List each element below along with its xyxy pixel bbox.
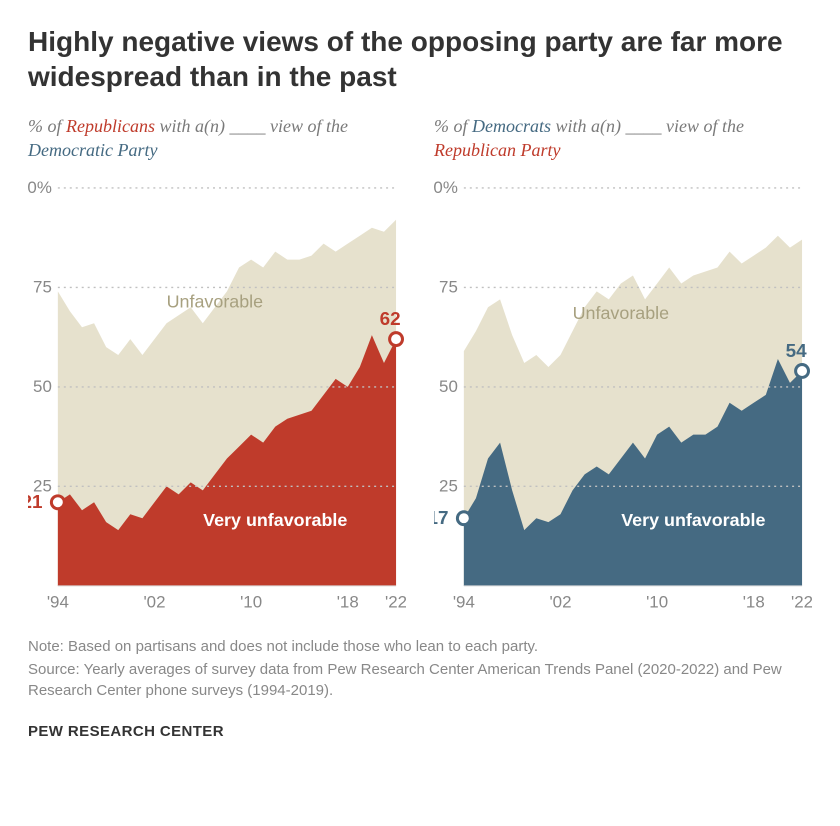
x-tick-label: '22	[385, 593, 406, 612]
x-tick-label: '94	[47, 593, 69, 612]
y-tick-label: 25	[439, 476, 458, 495]
marker-point	[51, 496, 64, 509]
x-tick-label: '10	[240, 593, 262, 612]
marker-point	[796, 365, 809, 378]
label-unfavorable: Unfavorable	[167, 291, 264, 311]
x-tick-label: '10	[646, 593, 668, 612]
x-tick-label: '02	[143, 593, 165, 612]
label-very-unfavorable: Very unfavorable	[203, 510, 347, 530]
marker-point	[457, 512, 470, 525]
x-tick-label: '22	[791, 593, 812, 612]
y-tick-label: 75	[439, 277, 458, 296]
panel-republicans: % of Republicans with a(n) ____ view of …	[28, 114, 406, 616]
chart-title: Highly negative views of the opposing pa…	[28, 24, 812, 94]
x-tick-label: '02	[549, 593, 571, 612]
y-tick-label: 50	[439, 377, 458, 396]
marker-label: 54	[786, 341, 807, 362]
y-tick-label: 75	[33, 277, 52, 296]
y-tick-label: 100%	[28, 178, 52, 197]
note-text: Note: Based on partisans and does not in…	[28, 636, 812, 657]
source-text: Source: Yearly averages of survey data f…	[28, 659, 812, 701]
x-tick-label: '18	[743, 593, 765, 612]
attribution-text: PEW RESEARCH CENTER	[28, 723, 812, 740]
label-very-unfavorable: Very unfavorable	[621, 510, 765, 530]
marker-label: 62	[380, 309, 401, 330]
marker-label: 17	[434, 508, 448, 529]
y-tick-label: 100%	[434, 178, 458, 197]
charts-row: % of Republicans with a(n) ____ view of …	[28, 114, 812, 616]
subtitle-rep: % of Republicans with a(n) ____ view of …	[28, 114, 406, 164]
subtitle-dem: % of Democrats with a(n) ____ view of th…	[434, 114, 812, 164]
chart-dem: 25 50 75 100% '94 '02 '10 '18 '22 Unfavorable Very…	[434, 178, 812, 616]
marker-point	[390, 333, 403, 346]
y-tick-label: 50	[33, 377, 52, 396]
area-chart: 255075100%'94'02'10'18'22UnfavorableVery…	[28, 178, 406, 616]
x-tick-label: '18	[337, 593, 359, 612]
chart-rep: 255075100%'94'02'10'18'22UnfavorableVery…	[28, 178, 406, 616]
area-chart: 25 50 75 100% '94 '02 '10 '18 '22 Unfavorable Very…	[434, 178, 812, 616]
panel-democrats: % of Democrats with a(n) ____ view of th…	[434, 114, 812, 616]
label-unfavorable: Unfavorable	[573, 303, 670, 323]
x-tick-label: '94	[453, 593, 475, 612]
marker-label: 21	[28, 492, 42, 513]
